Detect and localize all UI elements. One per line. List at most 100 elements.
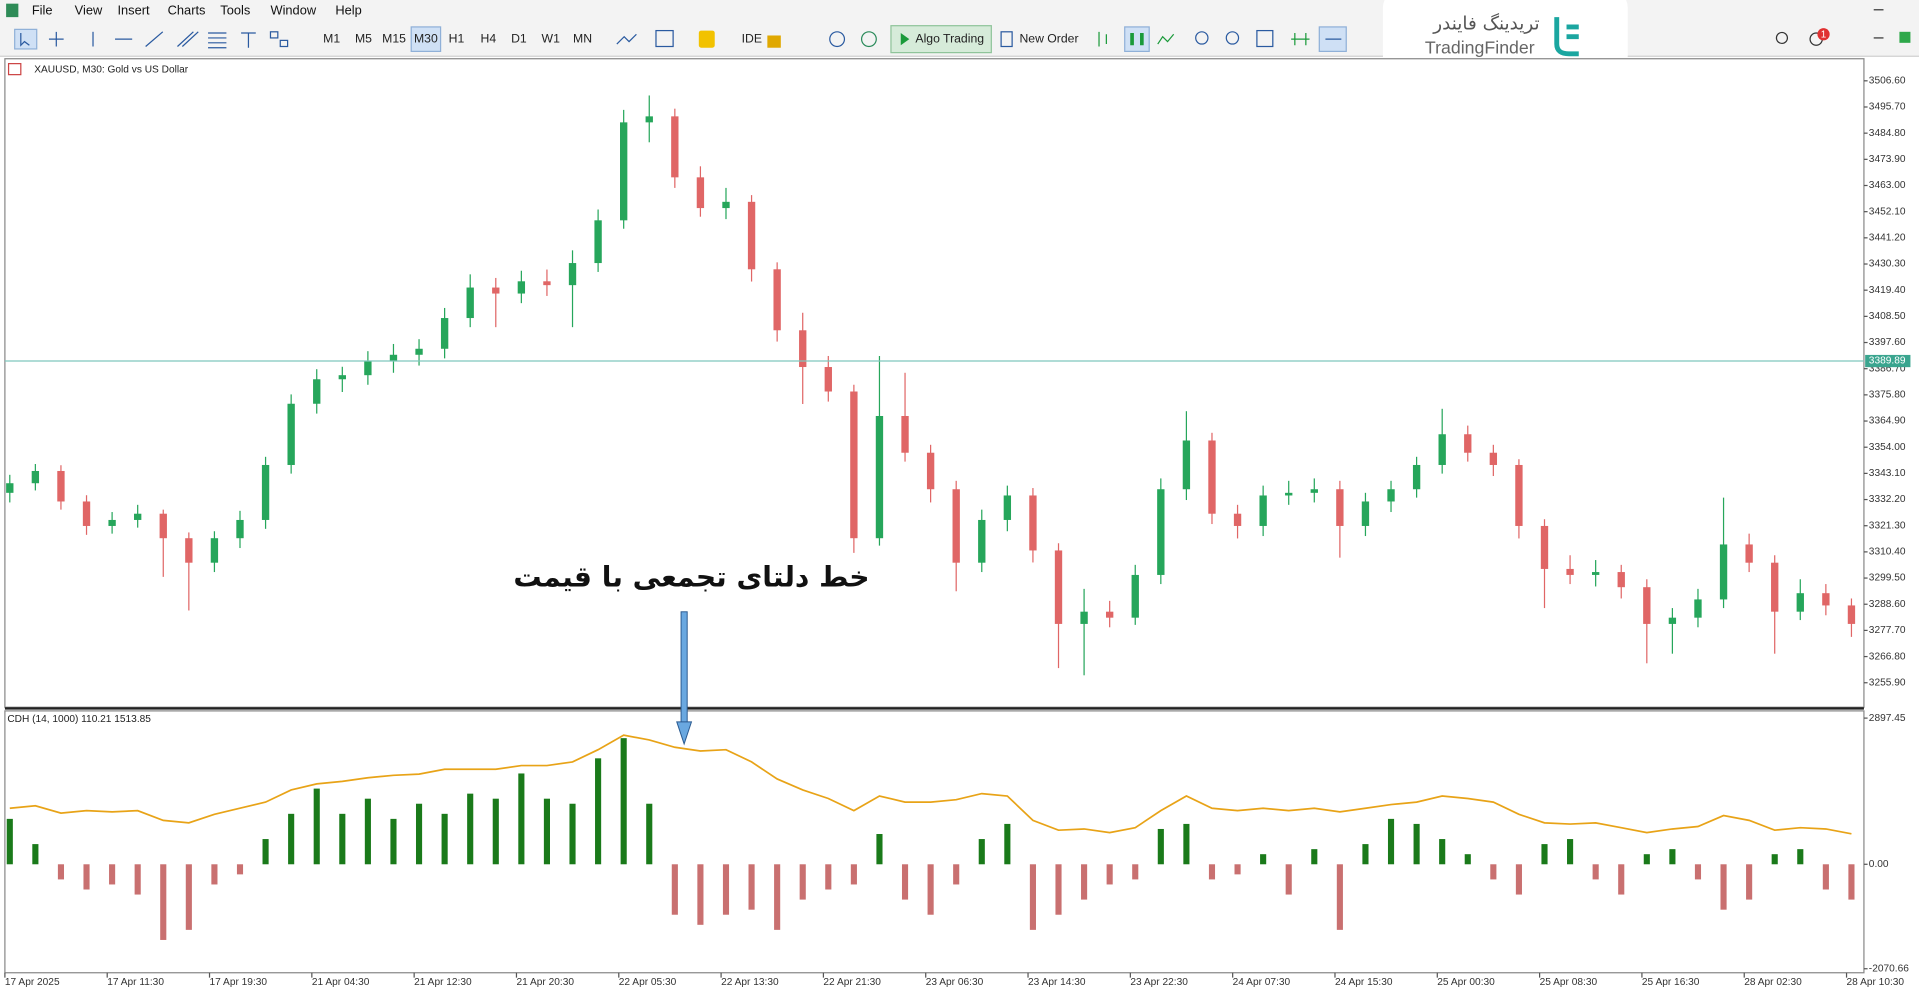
logo-mark [1554, 17, 1579, 57]
indicators-icon[interactable] [616, 33, 637, 45]
histogram-bar [1055, 864, 1062, 915]
candles-button[interactable] [1124, 26, 1150, 53]
histogram-bar [288, 813, 295, 865]
candle-body [543, 281, 551, 286]
candle-body [1591, 572, 1600, 575]
menu-item[interactable]: Tools [220, 2, 250, 17]
candle-body [1822, 593, 1830, 606]
fibo-icon[interactable] [208, 32, 227, 49]
timeframe-button[interactable]: M15 [382, 31, 406, 45]
tile-icon[interactable] [1256, 29, 1274, 48]
menu-item[interactable]: Charts [168, 2, 206, 17]
histogram-bar [492, 798, 499, 865]
histogram-bar [1848, 864, 1855, 900]
timeframe-button[interactable]: M5 [355, 31, 372, 45]
menu-item[interactable]: Help [335, 2, 361, 17]
candle-body [82, 501, 91, 526]
candle-body [31, 470, 40, 484]
cloud-icon[interactable] [829, 31, 846, 48]
candle-body [1694, 599, 1702, 618]
y-tick-label: 3288.60 [1869, 599, 1906, 610]
templates-icon[interactable] [655, 29, 674, 48]
cursor-button[interactable] [14, 28, 38, 50]
candle-body [287, 403, 295, 465]
candle-body [1361, 501, 1370, 526]
x-tick-label: 22 Apr 13:30 [721, 977, 779, 988]
candle-body [236, 519, 244, 539]
x-tick-label: 23 Apr 06:30 [926, 977, 984, 988]
y-tick-label: 3506.60 [1869, 76, 1906, 87]
x-tick-label: 23 Apr 14:30 [1028, 977, 1086, 988]
histogram-bar [697, 864, 704, 925]
histogram-bar [1234, 864, 1241, 875]
candle-body [159, 513, 167, 539]
x-tick-label: 28 Apr 02:30 [1744, 977, 1802, 988]
trendline-icon[interactable] [145, 31, 164, 47]
candle-body [645, 116, 653, 123]
channel-icon[interactable] [177, 31, 199, 47]
timeframe-button[interactable]: M1 [323, 31, 340, 45]
menu-item[interactable]: Window [270, 2, 316, 17]
annotation-arrow [676, 611, 693, 746]
histogram-bar [1285, 864, 1292, 895]
y-tick-label: 3299.50 [1869, 573, 1906, 584]
logo-box [1382, 0, 1628, 76]
histogram-bar [518, 773, 525, 865]
candle-body [185, 538, 193, 563]
menu-item[interactable]: File [32, 2, 53, 17]
y-tick-label: 3354.00 [1869, 442, 1906, 453]
search-icon[interactable] [1775, 31, 1789, 45]
histogram-bar [671, 864, 678, 915]
histogram-bar [57, 864, 65, 880]
candle-body [696, 177, 705, 209]
lock-icon[interactable] [767, 35, 781, 48]
x-tick-label: 21 Apr 04:30 [312, 977, 370, 988]
histogram-bar [1387, 818, 1395, 865]
timeframe-button[interactable]: H1 [449, 31, 465, 45]
timeframe-button[interactable]: MN [573, 31, 592, 45]
menu-item[interactable]: Insert [117, 2, 150, 17]
signals-icon[interactable] [860, 31, 877, 48]
crosshair-icon[interactable] [48, 31, 64, 47]
timeframe-button[interactable]: D1 [511, 31, 527, 45]
zoom-out-icon[interactable] [1225, 31, 1240, 45]
candle-body [492, 287, 500, 294]
algo-trading-label: Algo Trading [915, 31, 984, 45]
histogram-bar [1592, 864, 1599, 880]
histogram-bar [825, 864, 832, 890]
y-tick-label: 3386.70 [1869, 363, 1906, 374]
histogram-bar [1183, 823, 1190, 865]
line-chart-icon[interactable] [1157, 33, 1175, 45]
histogram-bar [1132, 864, 1139, 880]
timeframe-button[interactable]: M30 [414, 31, 438, 45]
histogram-bar [211, 864, 218, 885]
timeframe-button[interactable]: W1 [542, 31, 561, 45]
menu-item[interactable]: View [75, 2, 103, 17]
ide-button[interactable]: IDE [742, 31, 762, 45]
candle-body [210, 538, 219, 563]
histogram-bar [1464, 854, 1471, 865]
histogram-bar [620, 738, 627, 865]
market-icon[interactable] [698, 30, 715, 48]
scroll-icon[interactable] [1291, 33, 1310, 46]
new-order-button[interactable]: New Order [1019, 31, 1078, 45]
histogram-bar [467, 793, 474, 865]
zoom-in-icon[interactable] [1195, 31, 1209, 45]
bars-icon[interactable] [1098, 31, 1107, 47]
histogram-bar [595, 758, 602, 865]
candle-body [1310, 489, 1318, 493]
candle-body [1668, 617, 1677, 624]
histogram-bar [415, 803, 423, 865]
y-tick-label: 3473.90 [1869, 154, 1906, 165]
candle-body [1489, 452, 1498, 465]
histogram-bar [1362, 844, 1369, 865]
text-icon[interactable] [241, 32, 256, 48]
candle-body [1233, 513, 1242, 526]
histogram-bar [32, 844, 39, 865]
candle-body [1285, 492, 1293, 496]
candles-icon [1130, 33, 1144, 46]
shapes-icon[interactable] [269, 31, 279, 39]
timeframe-button[interactable]: H4 [481, 31, 497, 45]
arrow-head [676, 721, 693, 746]
